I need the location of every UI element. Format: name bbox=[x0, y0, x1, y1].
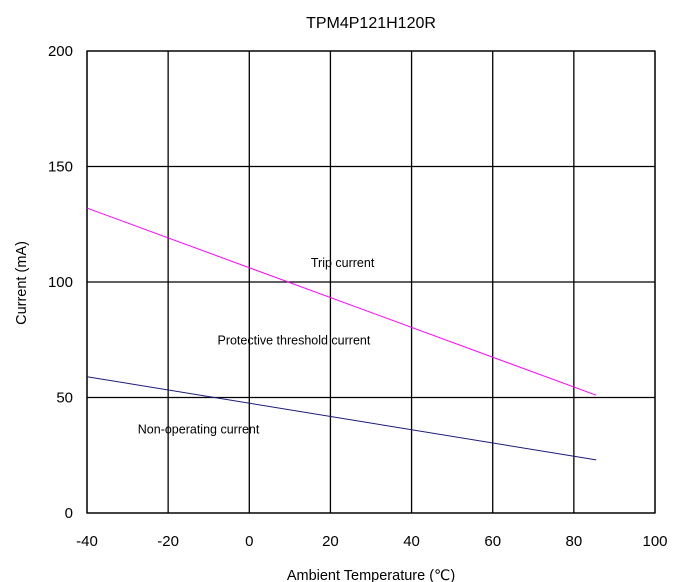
y-tick-label: 200 bbox=[48, 43, 73, 60]
x-tick-label: 60 bbox=[484, 533, 501, 550]
annotation-label: Trip current bbox=[311, 256, 375, 270]
y-tick-label: 150 bbox=[48, 159, 73, 176]
y-tick-label: 50 bbox=[56, 390, 73, 407]
annotation-label: Protective threshold current bbox=[217, 333, 370, 347]
x-tick-label: 20 bbox=[322, 533, 339, 550]
annotation-label: Non-operating current bbox=[138, 422, 260, 436]
series-line-2 bbox=[86, 376, 597, 461]
x-axis-label: Ambient Temperature (℃) bbox=[287, 568, 455, 582]
x-tick-label: 40 bbox=[403, 533, 420, 550]
y-tick-label: 0 bbox=[65, 505, 73, 522]
chart-title: TPM4P121H120R bbox=[306, 15, 436, 32]
x-tick-label: -20 bbox=[157, 533, 179, 550]
x-tick-labels: -40 -20 0 20 40 60 80 100 bbox=[76, 533, 667, 550]
x-tick-label: 100 bbox=[642, 533, 667, 550]
y-tick-labels: 0 50 100 150 200 bbox=[48, 43, 73, 522]
y-tick-label: 100 bbox=[48, 274, 73, 291]
series-layer bbox=[86, 207, 597, 461]
series-line-1 bbox=[86, 207, 597, 396]
grid-lines bbox=[86, 50, 656, 514]
y-axis-label: Current (mA) bbox=[14, 241, 30, 325]
x-tick-label: 80 bbox=[566, 533, 583, 550]
x-tick-label: 0 bbox=[245, 533, 253, 550]
x-tick-label: -40 bbox=[76, 533, 98, 550]
plot-frame bbox=[86, 50, 656, 514]
annotations: Trip current Protective threshold current… bbox=[138, 256, 375, 436]
